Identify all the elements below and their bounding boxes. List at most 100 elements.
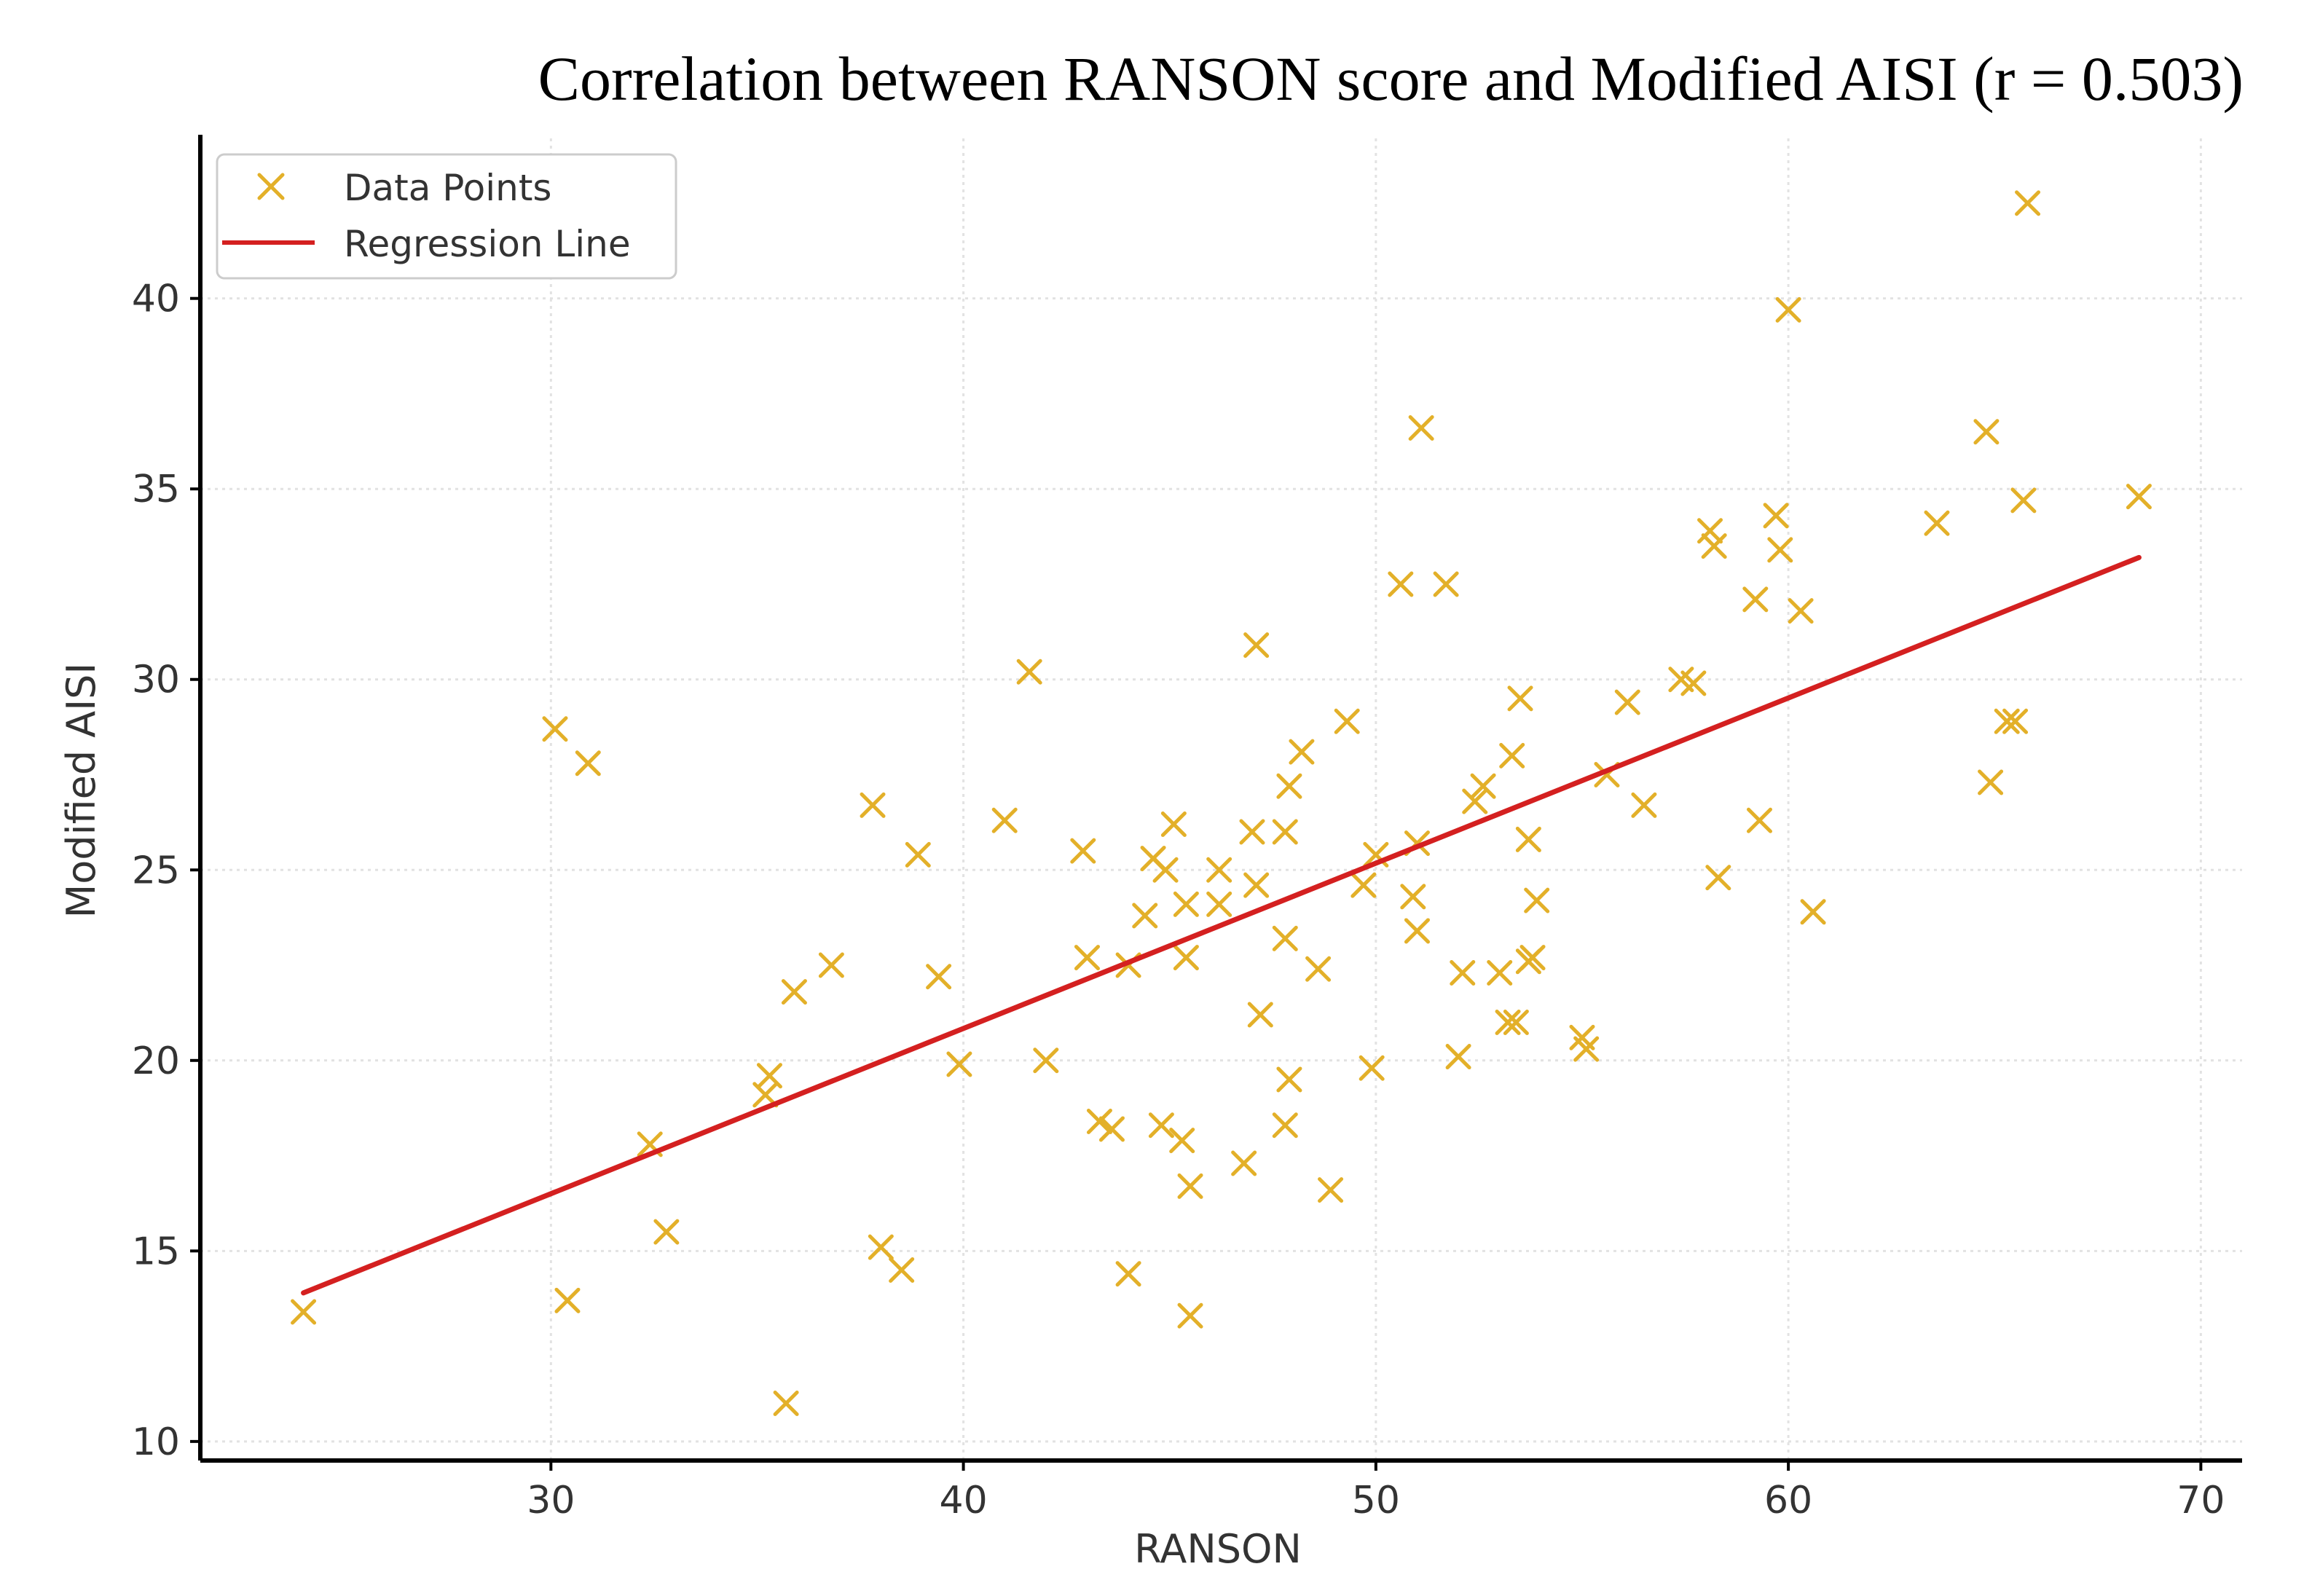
data-point — [1086, 1108, 1112, 1134]
y-tick-label: 35 — [132, 468, 180, 511]
data-point — [1495, 1009, 1521, 1035]
data-point — [1470, 773, 1496, 799]
data-point — [2126, 484, 2152, 510]
data-point — [1115, 1261, 1141, 1287]
legend-label-data-points: Data Points — [344, 167, 551, 209]
data-point — [1800, 899, 1826, 925]
x-tick-label: 50 — [1352, 1479, 1400, 1522]
data-point — [1070, 838, 1096, 864]
data-point — [818, 952, 844, 978]
y-axis-label: Modified AISI — [58, 663, 104, 919]
y-tick-label: 20 — [132, 1039, 180, 1083]
data-point — [1098, 1116, 1125, 1142]
data-point — [1239, 819, 1265, 845]
data-point — [1775, 296, 1801, 323]
data-point — [1433, 571, 1459, 597]
x-tick-label: 70 — [2177, 1479, 2225, 1522]
data-point — [781, 979, 807, 1005]
regression-line-layer — [301, 554, 2142, 1296]
data-point — [2010, 487, 2037, 514]
y-tick-label: 15 — [132, 1230, 180, 1273]
data-point — [1305, 956, 1332, 982]
data-point — [1614, 689, 1640, 715]
data-point — [1573, 1036, 1600, 1062]
data-point — [1334, 708, 1360, 734]
data-point — [860, 792, 886, 818]
grid — [200, 138, 2242, 1461]
data-point — [1160, 811, 1187, 837]
data-point — [1272, 925, 1298, 951]
data-point — [889, 1257, 915, 1283]
data-point — [1016, 659, 1042, 685]
x-tick-label: 60 — [1764, 1479, 1812, 1522]
data-point — [1177, 1173, 1203, 1199]
data-point — [1350, 872, 1377, 898]
data-point — [1074, 945, 1100, 971]
data-point — [1148, 1112, 1174, 1139]
data-point — [1177, 1302, 1203, 1329]
x-tick-label: 40 — [939, 1479, 987, 1522]
data-point — [1272, 819, 1298, 845]
data-point — [752, 1082, 779, 1108]
data-point — [2015, 190, 2041, 216]
data-point — [1631, 792, 1657, 818]
data-point — [575, 750, 601, 777]
data-point — [554, 1287, 581, 1313]
data-point — [1408, 415, 1434, 441]
data-point — [1705, 865, 1731, 891]
data-point — [1701, 533, 1727, 559]
data-point — [1445, 1044, 1471, 1070]
data-point — [1206, 891, 1232, 917]
data-point — [1318, 1177, 1344, 1203]
data-point — [773, 1391, 799, 1417]
data-point — [1507, 685, 1533, 712]
data-point — [1519, 945, 1546, 971]
data-point — [1272, 1112, 1298, 1139]
data-point — [1404, 918, 1430, 944]
regression-line — [301, 554, 2142, 1296]
legend-box — [216, 153, 677, 280]
data-point — [653, 1219, 680, 1245]
data-point — [1243, 872, 1270, 898]
data-point — [1132, 903, 1158, 929]
legend: Data Points Regression Line — [216, 153, 677, 280]
data-point — [1173, 945, 1199, 971]
data-point — [1276, 773, 1302, 799]
data-point — [1388, 571, 1414, 597]
data-point — [926, 964, 952, 990]
data-point — [1515, 826, 1541, 852]
y-tick-label: 10 — [132, 1420, 180, 1464]
y-tick-label: 30 — [132, 659, 180, 702]
data-point — [1697, 518, 1723, 544]
data-point — [2002, 708, 2029, 734]
data-point — [868, 1234, 894, 1260]
data-point — [1173, 891, 1199, 917]
data-point — [1450, 959, 1476, 986]
data-point — [1978, 769, 2004, 795]
data-point — [1243, 632, 1270, 659]
data-point — [1742, 586, 1769, 613]
data-point — [1247, 1002, 1273, 1028]
data-point — [1924, 510, 1950, 536]
data-point — [1499, 742, 1525, 768]
axis-ticks: 30 40 50 60 70 10 15 20 25 30 35 40 — [132, 135, 2242, 1522]
data-point — [1169, 1128, 1195, 1154]
x-axis-label: RANSON — [1134, 1526, 1302, 1572]
data-point — [1767, 537, 1793, 563]
data-point — [1033, 1047, 1059, 1074]
x-tick-label: 30 — [527, 1479, 575, 1522]
data-point — [905, 841, 931, 868]
data-point — [1206, 857, 1232, 883]
data-point — [946, 1051, 972, 1077]
data-points — [291, 190, 2152, 1417]
data-point — [1289, 739, 1315, 765]
y-tick-label: 40 — [132, 278, 180, 321]
y-tick-label: 25 — [132, 849, 180, 892]
data-point — [1973, 419, 2000, 445]
data-point — [1524, 887, 1550, 913]
chart-title: Correlation between RANSON score and Mod… — [538, 44, 2244, 114]
data-point — [1231, 1150, 1257, 1176]
data-point — [1152, 857, 1179, 883]
legend-x-marker-icon — [257, 173, 285, 200]
